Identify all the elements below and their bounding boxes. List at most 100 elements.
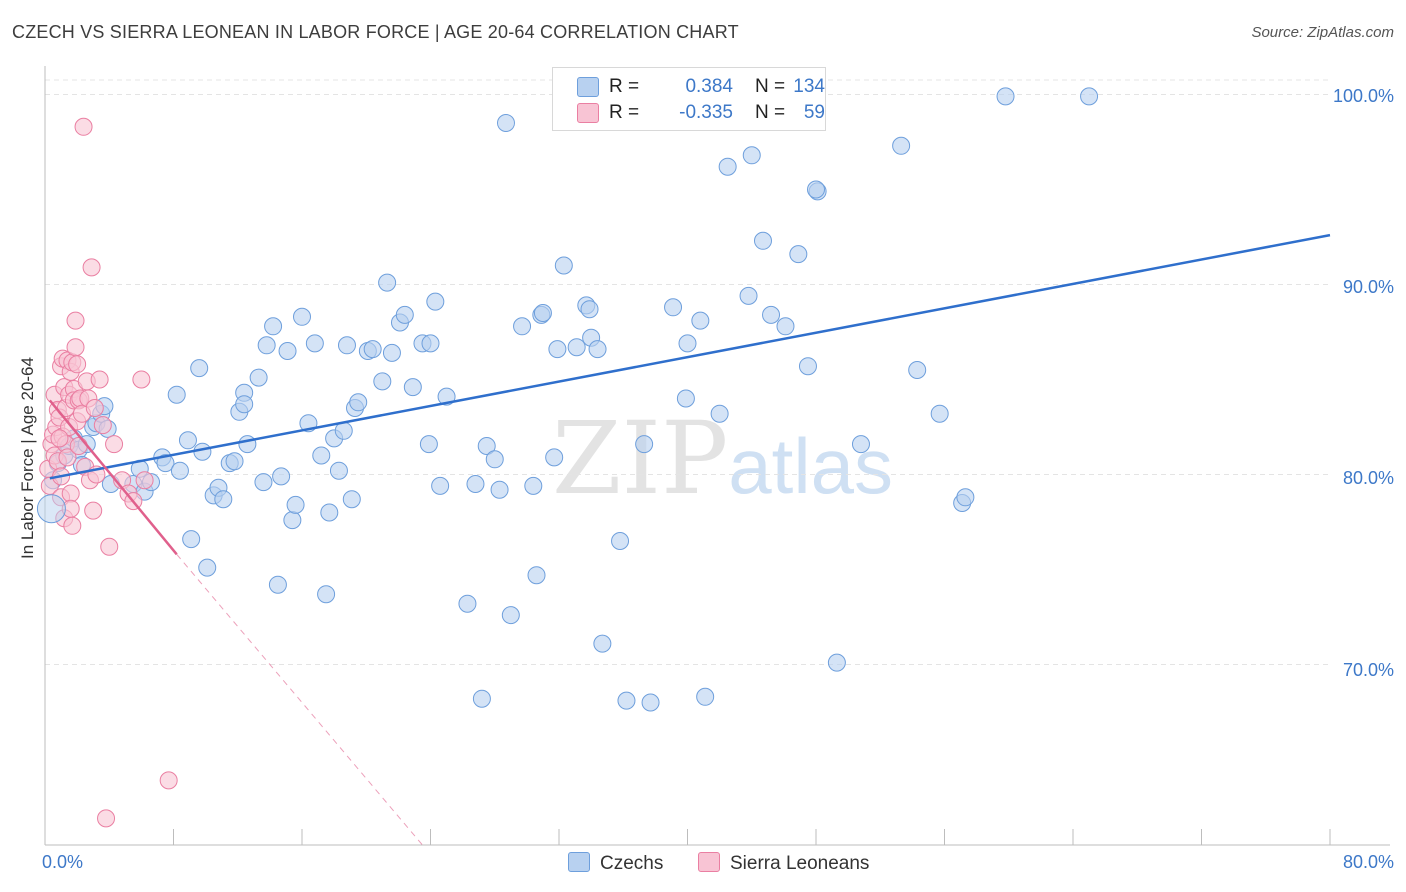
czech-point — [426, 292, 445, 311]
czech-point — [395, 305, 414, 324]
czech-point — [337, 336, 356, 355]
czechs-swatch — [577, 77, 599, 97]
n-label: N = — [755, 102, 786, 123]
sierra-leonean-point — [69, 437, 88, 455]
sierra-leonean-point — [90, 370, 109, 389]
czech-point — [485, 450, 504, 469]
legend-label: Sierra Leoneans — [730, 853, 870, 874]
czech-point — [617, 691, 636, 710]
sierra-leonean-point — [85, 399, 104, 417]
czech-point — [198, 558, 217, 577]
czech-point — [403, 378, 422, 397]
czech-point — [378, 273, 397, 292]
czech-point — [798, 357, 817, 376]
czech-point — [421, 334, 440, 353]
legend-item-czechs[interactable]: Czechs — [568, 852, 663, 875]
czech-point — [419, 435, 438, 454]
czech-point — [466, 475, 485, 493]
czech-point — [718, 157, 737, 176]
czech-point — [254, 473, 273, 492]
czech-point — [742, 146, 761, 165]
n-value: 134 — [793, 76, 825, 97]
sierra-leoneans-swatch — [577, 103, 599, 123]
czech-point — [170, 461, 189, 480]
czech-point — [238, 435, 257, 454]
czech-point — [190, 359, 209, 378]
sierra-leonean-point — [58, 448, 77, 467]
czech-point — [283, 511, 302, 530]
czechs-trend-line — [49, 233, 1331, 480]
y-tick-label-90: 90.0% — [1342, 277, 1394, 297]
czech-point — [178, 431, 197, 450]
y-tick-label-100: 100.0% — [1332, 86, 1394, 106]
czech-point — [490, 480, 509, 499]
czech-point — [312, 446, 331, 465]
czech-point — [956, 488, 975, 507]
czech-point — [691, 311, 710, 330]
czech-point — [807, 180, 825, 199]
sierra-leoneans-trend-line — [48, 399, 178, 556]
czech-point — [156, 454, 175, 473]
czech-point — [533, 304, 552, 322]
sierra-leonean-point — [97, 809, 116, 828]
sierra-leonean-point — [100, 537, 119, 556]
sierra-leonean-point — [50, 429, 69, 448]
czech-point — [524, 476, 543, 495]
czech-point — [513, 317, 532, 336]
sierra-leonean-point — [61, 484, 80, 503]
r-label: R = — [609, 102, 640, 123]
r-value: 0.384 — [685, 76, 733, 97]
czech-point — [789, 245, 808, 264]
czech-point — [382, 343, 401, 362]
czech-point — [753, 231, 772, 250]
sierra-leoneans-swatch — [698, 852, 720, 872]
x-tick-label-min: 0.0% — [42, 852, 84, 872]
r-label: R = — [609, 76, 640, 97]
sierra-leonean-point — [74, 117, 93, 136]
legend-item-sierra-leoneans[interactable]: Sierra Leoneans — [698, 852, 869, 875]
czech-point — [235, 395, 254, 414]
sierra-leonean-point — [135, 471, 154, 490]
czech-point — [588, 340, 607, 359]
czech-point — [329, 461, 348, 480]
czech-point — [477, 437, 496, 455]
czech-point — [496, 114, 515, 132]
source-label: Source: ZipAtlas.com — [1251, 24, 1394, 41]
sierra-leonean-point — [105, 435, 124, 454]
czech-point — [472, 689, 491, 708]
czech-point — [548, 340, 567, 359]
sierra-leonean-point — [82, 258, 101, 277]
czech-point — [996, 87, 1015, 106]
czech-point — [249, 368, 268, 387]
czech-point — [892, 136, 911, 155]
czech-point — [1080, 87, 1099, 106]
czech-point — [36, 494, 66, 524]
stats-legend: R = 0.384 N = 134 R = -0.335 N = 59 — [552, 67, 826, 131]
czech-point — [696, 687, 715, 706]
czech-point — [225, 452, 244, 471]
y-tick-label-80: 80.0% — [1342, 468, 1394, 488]
czech-point — [554, 256, 573, 275]
czech-point — [762, 305, 781, 324]
czech-point — [272, 467, 291, 486]
czech-point — [545, 448, 564, 467]
czech-point — [268, 575, 287, 594]
czech-point — [930, 404, 949, 423]
sierra-leonean-point — [84, 501, 103, 520]
czech-point — [611, 532, 630, 550]
czech-point — [182, 530, 201, 549]
czech-point — [501, 606, 520, 625]
czech-point — [776, 317, 795, 336]
czech-point — [851, 435, 870, 454]
sierra-leoneans-trend-extension — [176, 553, 423, 846]
czech-point — [214, 490, 233, 509]
czech-point — [349, 393, 368, 412]
n-label: N = — [755, 76, 786, 97]
czech-point — [827, 653, 846, 672]
chart-title: CZECH VS SIERRA LEONEAN IN LABOR FORCE |… — [12, 22, 739, 42]
r-value: -0.335 — [679, 102, 733, 123]
y-axis-label: In Labor Force | Age 20-64 — [18, 357, 37, 559]
czech-point — [458, 594, 477, 613]
czech-point — [635, 435, 654, 454]
